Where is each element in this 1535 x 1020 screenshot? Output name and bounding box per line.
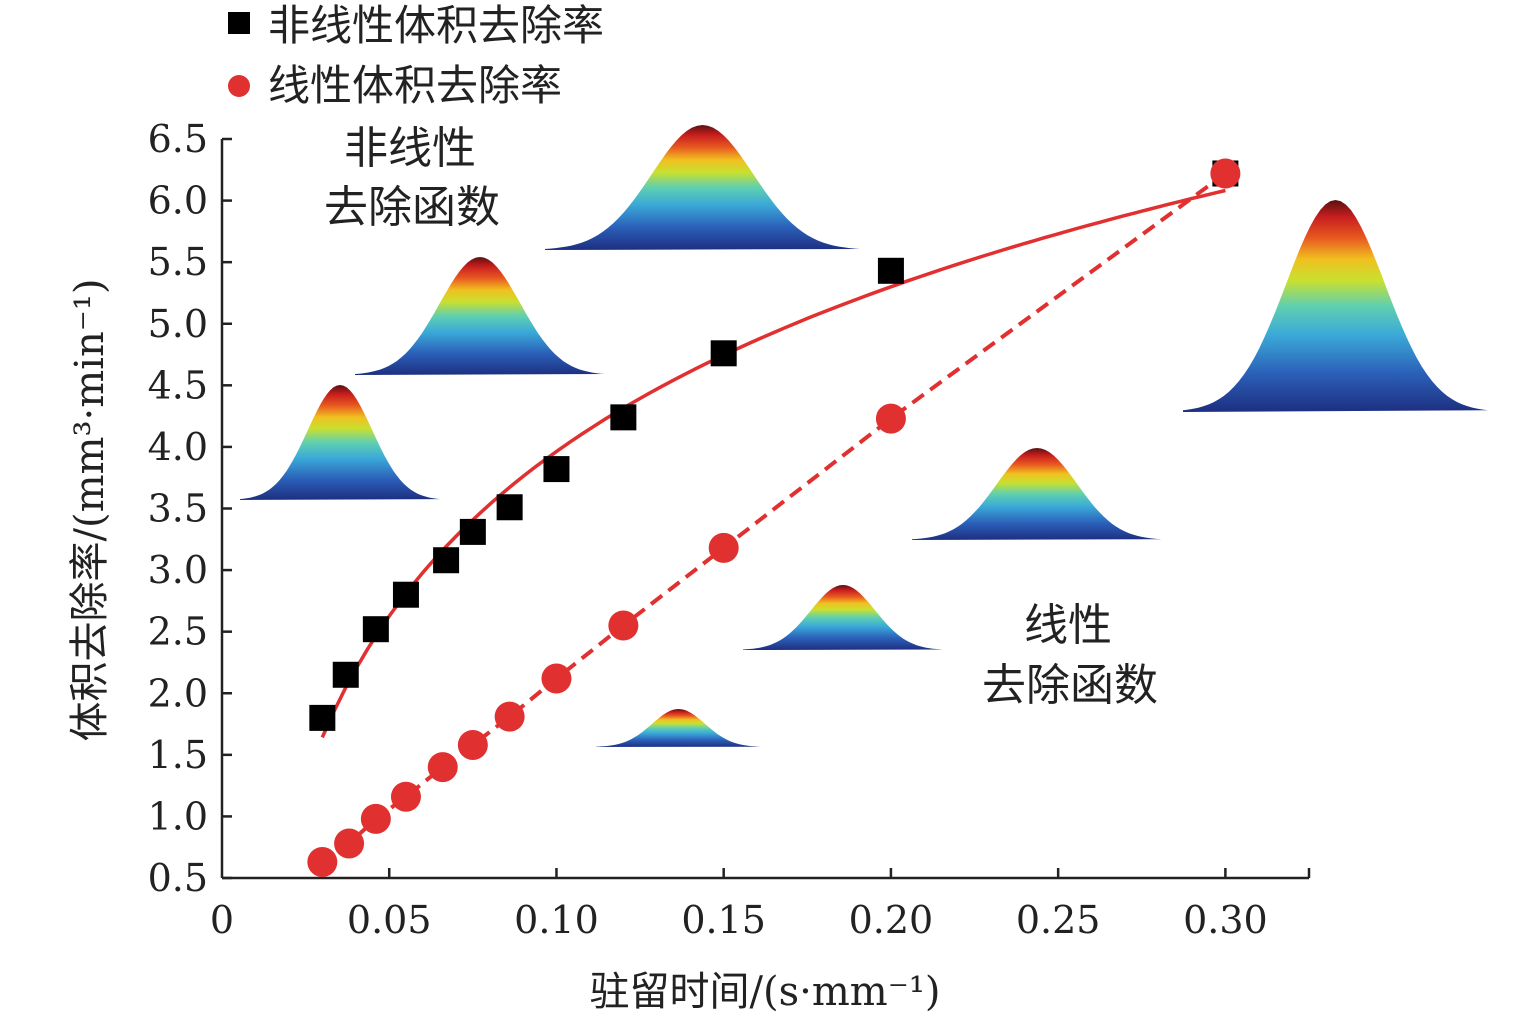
data-point-linear (541, 663, 572, 694)
x-tick-label: 0.10 (514, 898, 599, 942)
y-tick-label: 0.5 (148, 856, 208, 900)
x-tick-label: 0.25 (1016, 898, 1101, 942)
gaussian-inset-5 (912, 448, 1162, 540)
data-point-nonlinear (459, 518, 486, 545)
y-tick-label: 4.0 (148, 425, 208, 469)
data-point-nonlinear (362, 616, 389, 643)
data-point-nonlinear (710, 340, 737, 367)
legend-label-linear: 线性体积去除率 (268, 61, 562, 110)
y-axis-ticks: 0.5 1.0 1.5 2.0 2.5 3.0 3.5 4.0 4.5 5.0 5.5 6.0 6.5 (148, 117, 232, 900)
annotation-linear-line2: 去除函数 (982, 660, 1158, 711)
x-tick-label: 0.30 (1183, 898, 1268, 942)
y-tick-label: 2.5 (148, 610, 208, 654)
x-tick-label: 0.15 (681, 898, 766, 942)
data-point-nonlinear (610, 404, 637, 431)
axes: 0 0.05 0.10 0.15 0.20 0.25 0.30 0.5 1.0 1.5 2.0 2.… (148, 117, 1311, 942)
y-tick-label: 5.5 (148, 240, 208, 284)
x-axis-ticks: 0 0.05 0.10 0.15 0.20 0.25 0.30 (210, 868, 1311, 942)
legend: 非线性体积去除率 线性体积去除率 (228, 1, 604, 110)
annotation-nonlinear-line1: 非线性 (344, 123, 476, 174)
data-point-linear (1210, 158, 1241, 189)
x-axis-title: 驻留时间/(s·mm⁻¹) (590, 969, 941, 1015)
y-tick-label: 3.0 (148, 548, 208, 592)
legend-label-nonlinear: 非线性体积去除率 (268, 1, 604, 50)
data-point-nonlinear (392, 581, 419, 608)
x-tick-label: 0.05 (347, 898, 432, 942)
data-point-linear (875, 403, 906, 434)
data-point-nonlinear (877, 257, 904, 284)
series-layer (307, 158, 1241, 877)
data-point-nonlinear (433, 547, 460, 574)
gaussian-inset-1 (240, 385, 440, 500)
y-tick-label: 1.0 (148, 794, 208, 838)
gaussian-inset-2 (355, 257, 605, 375)
y-tick-label: 1.5 (148, 733, 208, 777)
annotation-nonlinear-line2: 去除函数 (324, 182, 500, 233)
data-point-nonlinear (543, 456, 570, 483)
data-point-nonlinear (332, 661, 359, 688)
y-tick-label: 4.5 (148, 363, 208, 407)
legend-marker-linear (228, 75, 250, 97)
x-tick-label: 0.20 (849, 898, 934, 942)
data-point-linear (390, 781, 421, 812)
data-point-linear (334, 828, 365, 859)
data-point-linear (457, 729, 488, 760)
gaussian-inset-4 (1183, 200, 1488, 412)
y-axis-title: 体积去除率/(mm³·min⁻¹) (67, 279, 113, 742)
data-point-linear (307, 846, 338, 877)
gaussian-insets (240, 125, 1488, 747)
annotation-linear-line1: 线性 (1024, 600, 1112, 651)
annotations: 非线性 去除函数 线性 去除函数 (324, 123, 1158, 711)
data-point-linear (494, 701, 525, 732)
gaussian-inset-3 (545, 125, 860, 250)
data-point-nonlinear (496, 494, 523, 521)
legend-marker-nonlinear (228, 12, 250, 34)
gaussian-inset-6 (743, 585, 943, 650)
data-point-linear (608, 610, 639, 641)
y-tick-label: 6.0 (148, 179, 208, 223)
y-tick-label: 2.0 (148, 671, 208, 715)
data-point-linear (427, 752, 458, 783)
x-tick-label: 0 (210, 898, 234, 942)
y-tick-label: 3.5 (148, 487, 208, 531)
series-linear (307, 158, 1241, 877)
data-point-nonlinear (309, 704, 336, 731)
data-point-linear (708, 532, 739, 563)
y-tick-label: 5.0 (148, 302, 208, 346)
data-point-linear (360, 803, 391, 834)
gaussian-inset-7 (596, 709, 761, 747)
y-tick-label: 6.5 (148, 117, 208, 161)
